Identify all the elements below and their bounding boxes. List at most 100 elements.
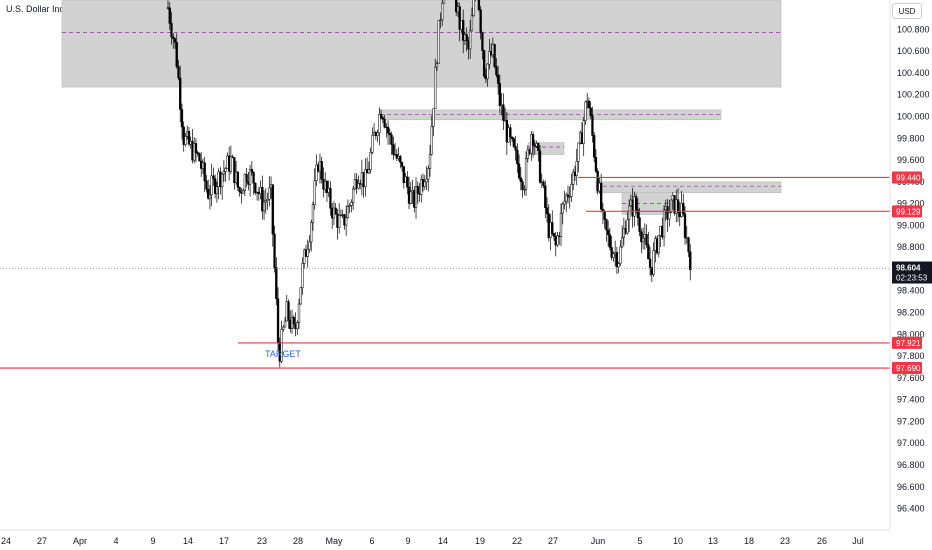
candle-body bbox=[224, 168, 227, 172]
candle-body bbox=[205, 180, 208, 190]
y-tick-label: 97.200 bbox=[897, 416, 925, 426]
zone-rect bbox=[379, 109, 722, 121]
candle-body bbox=[563, 200, 566, 205]
level-badge bbox=[892, 205, 922, 218]
candle-body bbox=[542, 181, 545, 187]
candle-body bbox=[241, 190, 245, 194]
countdown-timer: 02:23:53 bbox=[896, 274, 928, 283]
x-tick-label: 27 bbox=[37, 536, 47, 546]
x-tick-label: 6 bbox=[369, 536, 374, 546]
candle-body bbox=[570, 184, 573, 197]
candle-body bbox=[399, 156, 402, 163]
level-badge-label: 99.129 bbox=[896, 207, 921, 216]
candle-body bbox=[338, 215, 341, 228]
candle-body bbox=[428, 154, 432, 169]
candle-body bbox=[170, 23, 173, 38]
y-tick-label: 99.800 bbox=[897, 133, 925, 143]
last-price-badge bbox=[892, 261, 932, 284]
last-price-tag: 98.604 02:23:53 bbox=[892, 261, 932, 284]
candle-body bbox=[220, 173, 224, 188]
candle-body bbox=[334, 207, 337, 215]
candle-body bbox=[282, 326, 285, 330]
level-badge-label: 99.440 bbox=[896, 173, 921, 182]
candle-body bbox=[561, 203, 564, 214]
y-tick-label: 100.600 bbox=[897, 46, 930, 56]
level-badge bbox=[892, 336, 922, 349]
candle-body bbox=[608, 234, 612, 248]
candle-body bbox=[566, 194, 570, 197]
zone-rect bbox=[61, 0, 782, 88]
candle-body bbox=[526, 149, 529, 159]
y-tick-label: 98.800 bbox=[897, 242, 925, 252]
candle-body bbox=[469, 30, 472, 50]
candle-body bbox=[652, 250, 655, 275]
candle-body bbox=[502, 104, 505, 121]
candle-body bbox=[350, 202, 353, 206]
y-tick-label: 98.000 bbox=[897, 329, 925, 339]
candle-body bbox=[537, 143, 540, 151]
supply-demand-zones bbox=[61, 0, 782, 215]
candle-body bbox=[572, 171, 575, 185]
candle-body bbox=[310, 222, 313, 243]
candle-body bbox=[245, 173, 248, 183]
candle-body bbox=[172, 36, 175, 39]
candle-body bbox=[194, 143, 198, 153]
candle-body bbox=[376, 132, 379, 136]
candle-body bbox=[400, 162, 404, 167]
candle-body bbox=[589, 107, 592, 116]
x-tick-label: May bbox=[325, 536, 343, 546]
x-tick-label: 14 bbox=[183, 536, 193, 546]
candle-body bbox=[481, 32, 484, 51]
x-tick-label: 18 bbox=[744, 536, 754, 546]
candle-body bbox=[262, 201, 266, 212]
candle-body bbox=[273, 233, 276, 268]
candle-body bbox=[551, 222, 554, 234]
candle-body bbox=[173, 38, 177, 43]
candle-body bbox=[605, 219, 608, 231]
candle-body bbox=[531, 134, 535, 146]
y-tick-label: 96.600 bbox=[897, 482, 925, 492]
candle-body bbox=[495, 66, 498, 76]
x-tick-label: Jun bbox=[591, 536, 606, 546]
candle-body bbox=[427, 168, 430, 180]
candle-body bbox=[283, 320, 287, 328]
candle-body bbox=[406, 176, 409, 188]
candle-body bbox=[432, 108, 435, 127]
candle-body bbox=[441, 2, 444, 21]
candle-body bbox=[378, 114, 381, 134]
candle-body bbox=[577, 142, 580, 162]
candle-body bbox=[292, 317, 295, 325]
candle-body bbox=[465, 34, 468, 41]
candle-body bbox=[676, 199, 680, 213]
currency-button[interactable]: USD bbox=[892, 3, 922, 19]
candlestick-series bbox=[166, 0, 692, 368]
candle-body bbox=[275, 267, 278, 299]
candle-body bbox=[647, 244, 650, 260]
y-tick-label: 96.800 bbox=[897, 460, 925, 470]
candle-body bbox=[600, 182, 603, 210]
candle-body bbox=[252, 171, 255, 184]
x-tick-label: 5 bbox=[637, 536, 642, 546]
candle-body bbox=[348, 205, 351, 207]
candle-body bbox=[439, 19, 442, 21]
candle-body bbox=[210, 175, 213, 196]
candle-body bbox=[315, 164, 318, 181]
y-tick-label: 96.400 bbox=[897, 504, 925, 514]
candle-body bbox=[617, 263, 620, 268]
y-tick-label: 99.200 bbox=[897, 199, 925, 209]
candle-body bbox=[472, 0, 475, 16]
candle-body bbox=[668, 212, 671, 220]
candle-body bbox=[482, 50, 486, 77]
price-axis: 100.800 100.600 100.400 100.200 100.000 99.80… bbox=[897, 24, 930, 513]
candle-body bbox=[669, 199, 673, 213]
y-tick-label: 97.400 bbox=[897, 395, 925, 405]
candle-body bbox=[345, 217, 348, 226]
candle-body bbox=[587, 100, 591, 109]
candle-body bbox=[565, 194, 568, 202]
candle-body bbox=[462, 20, 465, 41]
candle-body bbox=[180, 109, 184, 128]
candle-body bbox=[313, 180, 316, 205]
candle-body bbox=[346, 206, 350, 219]
x-tick-label: 22 bbox=[512, 536, 522, 546]
